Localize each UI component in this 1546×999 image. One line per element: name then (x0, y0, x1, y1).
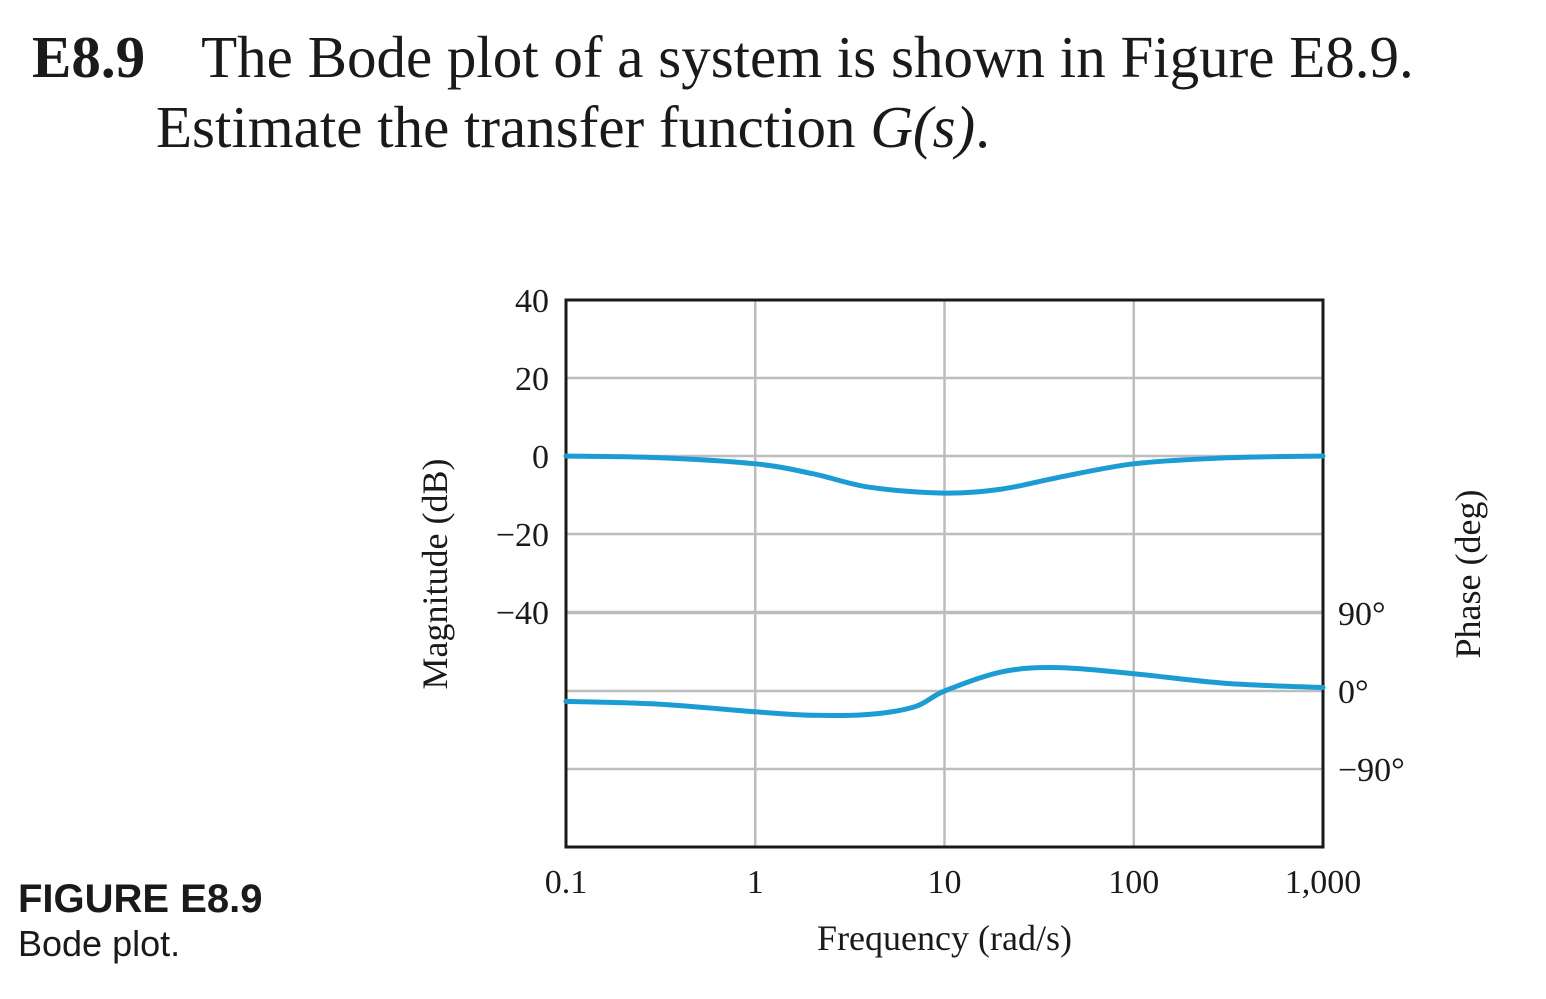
magnitude-tick-label: 40 (515, 283, 549, 320)
phase-tick-label: 90° (1338, 596, 1386, 633)
transfer-function-symbol: G(s) (870, 94, 976, 160)
phase-tick-label: 0° (1338, 674, 1369, 711)
frequency-tick-label: 100 (1108, 864, 1159, 901)
frequency-tick-label: 1 (747, 864, 764, 901)
figure-caption: FIGURE E8.9 Bode plot. (18, 876, 263, 966)
magnitude-tick-label: −40 (496, 595, 549, 632)
phase-tick-label: −90° (1338, 752, 1405, 789)
magnitude-tick-label: −20 (496, 517, 549, 554)
problem-period: . (975, 94, 990, 160)
magnitude-curve (563, 453, 1326, 496)
plot-frame (564, 298, 1325, 849)
figure-label: FIGURE E8.9 (18, 877, 263, 921)
problem-text-2: Estimate the transfer function (156, 94, 871, 160)
y-axis-label-magnitude: Magnitude (dB) (415, 459, 455, 690)
y-axis-label-phase: Phase (deg) (1448, 490, 1488, 659)
magnitude-tick-label: 0 (532, 439, 549, 476)
problem-line-2: Estimate the transfer function G(s). (32, 92, 1532, 162)
phase-curve (563, 665, 1326, 719)
frequency-tick-label: 10 (928, 864, 962, 901)
figure-description: Bode plot. (18, 923, 181, 964)
problem-number: E8.9 (32, 24, 146, 90)
x-axis-label: Frequency (rad/s) (817, 918, 1072, 958)
magnitude-tick-label: 20 (515, 361, 549, 398)
problem-statement: E8.9 The Bode plot of a system is shown i… (32, 22, 1532, 162)
problem-line-1: E8.9 The Bode plot of a system is shown i… (32, 22, 1532, 92)
frequency-tick-label: 1,000 (1285, 864, 1362, 901)
problem-text-1: The Bode plot of a system is shown in Fi… (201, 24, 1414, 90)
frequency-tick-label: 0.1 (545, 864, 588, 901)
